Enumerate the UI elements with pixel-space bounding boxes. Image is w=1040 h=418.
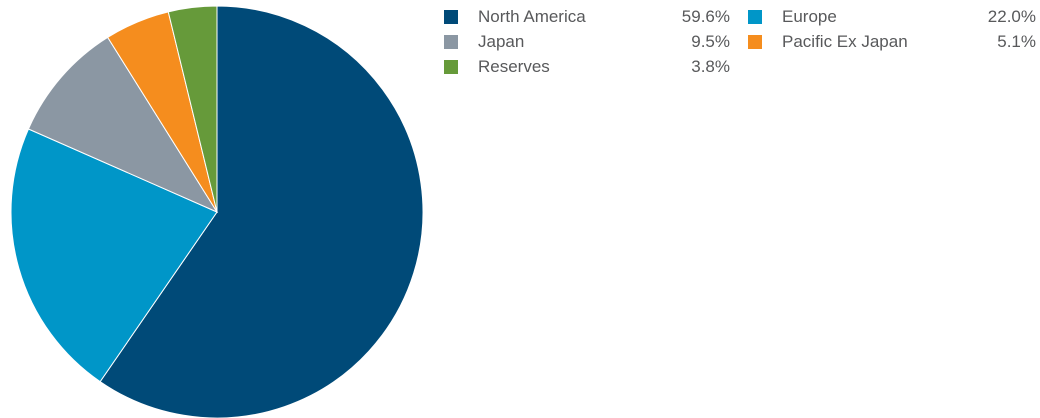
legend-swatch-japan <box>444 35 458 49</box>
pie-slice-reserves <box>167 5 218 213</box>
legend-value-north-america: 59.6% <box>681 7 730 26</box>
legend-value-japan: 9.5% <box>691 32 730 51</box>
legend-value-pacific-ex-japan: 5.1% <box>997 32 1036 51</box>
legend-swatch-pacific-ex-japan <box>748 35 762 49</box>
legend-swatch-europe <box>748 10 762 24</box>
legend: North America 59.6% Japan 9.5% Reserves … <box>444 6 1038 86</box>
legend-item-europe: Europe <box>748 6 837 28</box>
pie-slice-japan <box>27 36 219 214</box>
legend-item-pacific-ex-japan: Pacific Ex Japan <box>748 31 908 53</box>
legend-label-north-america: North America <box>478 7 586 26</box>
pie-slice-europe <box>10 128 218 383</box>
legend-swatch-reserves <box>444 60 458 74</box>
pie-chart <box>10 5 424 418</box>
legend-swatch-north-america <box>444 10 458 24</box>
legend-item-north-america: North America <box>444 6 586 28</box>
legend-item-japan: Japan <box>444 31 524 53</box>
legend-label-europe: Europe <box>782 7 837 26</box>
legend-label-pacific-ex-japan: Pacific Ex Japan <box>782 32 908 51</box>
legend-label-reserves: Reserves <box>478 57 550 76</box>
legend-value-europe: 22.0% <box>987 7 1036 26</box>
legend-value-reserves: 3.8% <box>691 57 730 76</box>
legend-item-reserves: Reserves <box>444 56 550 78</box>
legend-label-japan: Japan <box>478 32 525 51</box>
